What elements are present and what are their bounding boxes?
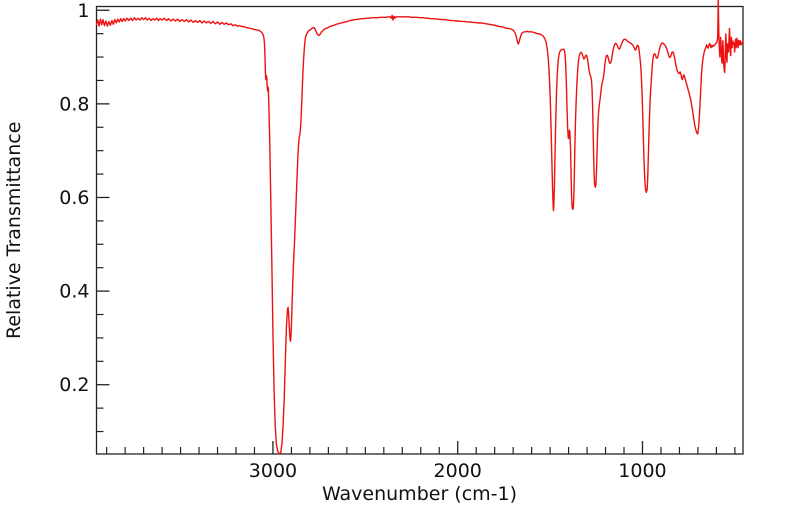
x-tick-label: 2000 xyxy=(434,460,482,482)
x-tick-label: 3000 xyxy=(249,460,297,482)
y-tick-label: 1 xyxy=(77,0,89,22)
plot-frame xyxy=(95,5,744,455)
y-tick-label: 0.4 xyxy=(59,281,89,303)
y-tick-label: 0.8 xyxy=(59,93,89,115)
spectrum-line xyxy=(95,0,744,455)
y-axis-title: Relative Transmittance xyxy=(3,121,25,339)
y-tick-label: 0.6 xyxy=(59,187,89,209)
y-tick-label: 0.2 xyxy=(59,374,89,396)
x-tick-label: 1000 xyxy=(618,460,666,482)
x-axis-title: Wavenumber (cm-1) xyxy=(321,483,518,505)
